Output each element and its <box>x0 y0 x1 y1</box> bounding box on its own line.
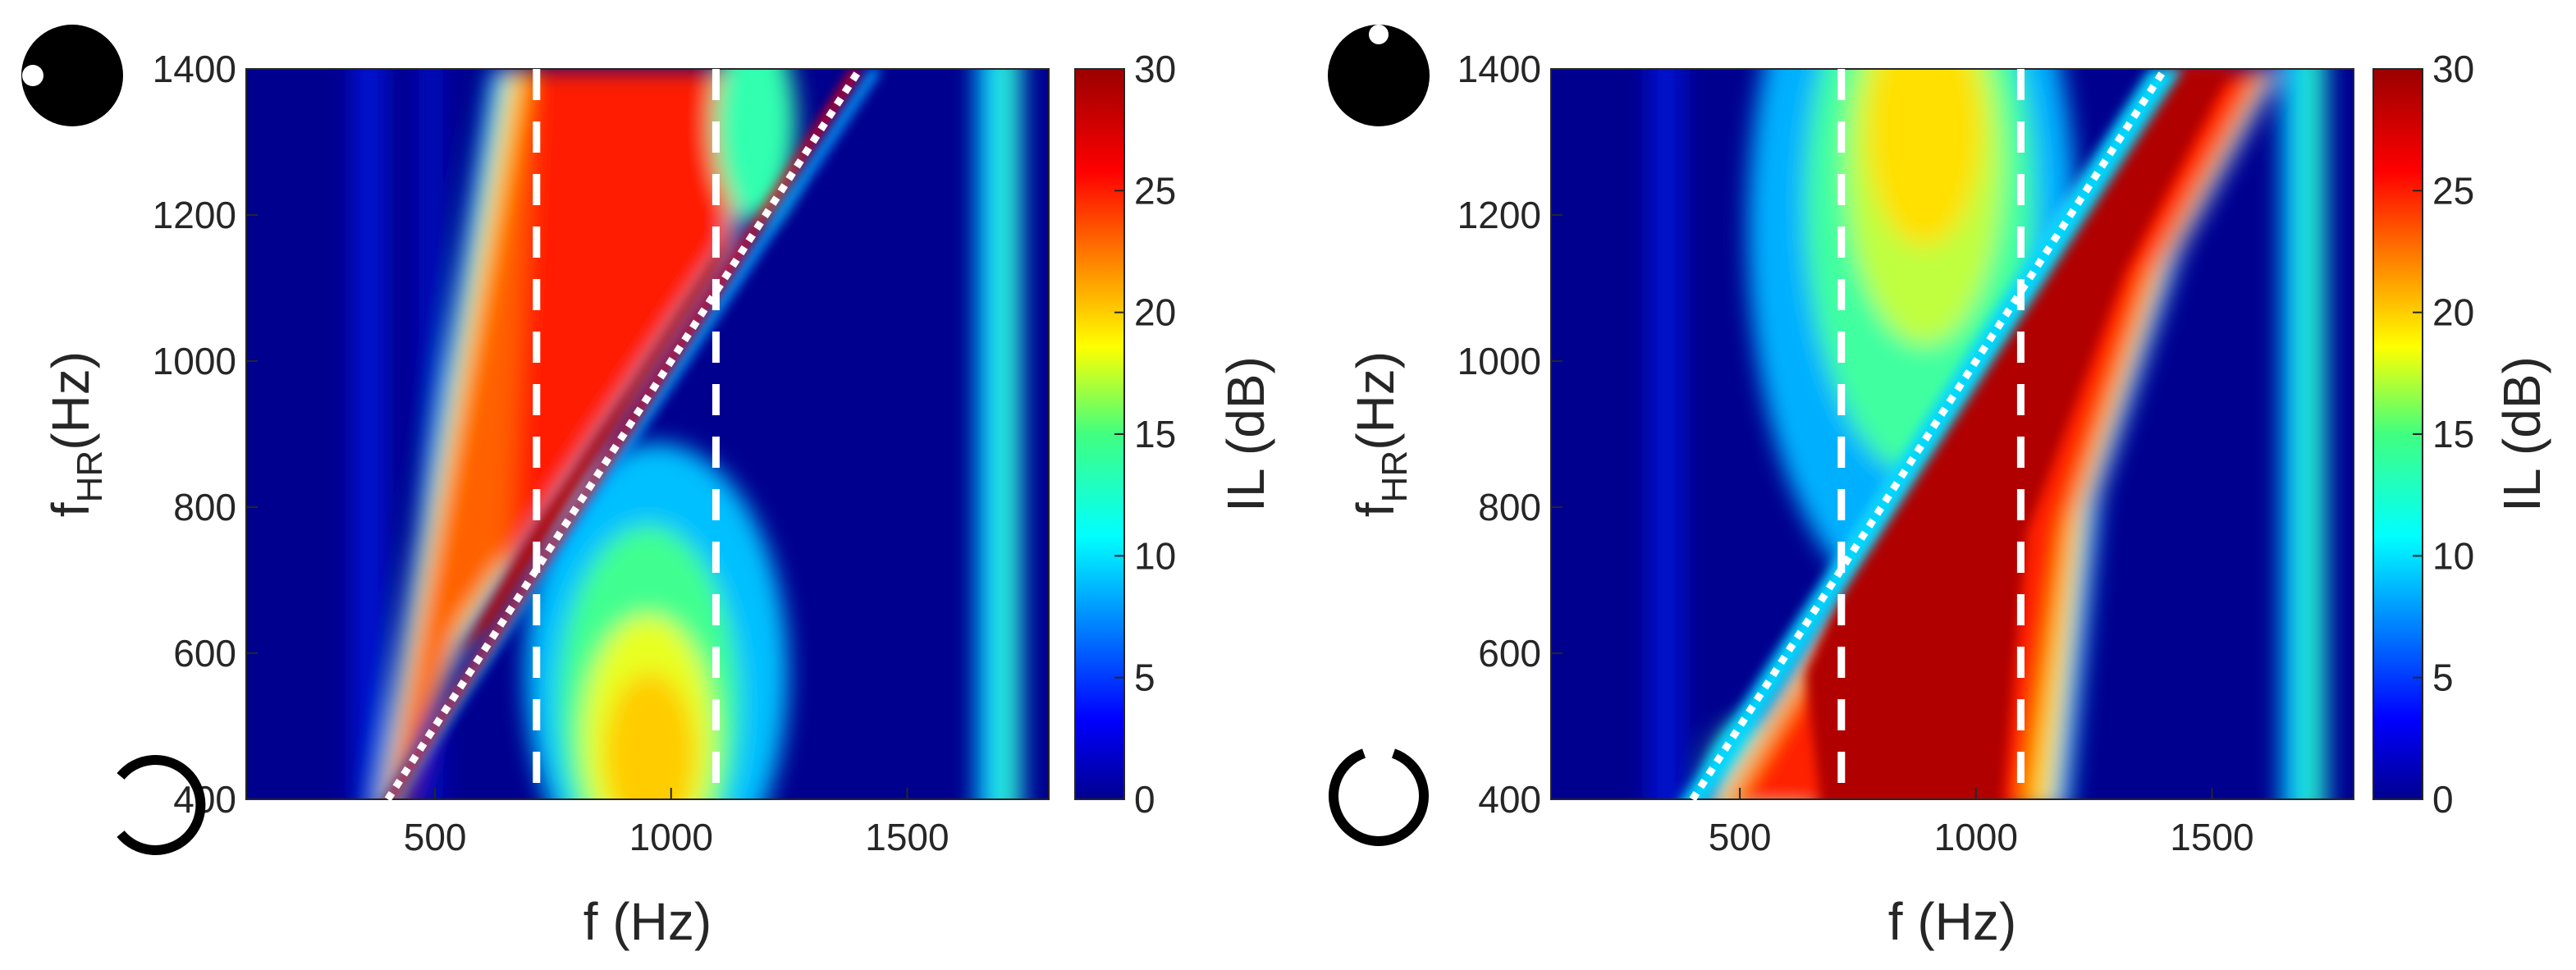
left-ylabel-unit: (Hz) <box>41 351 100 451</box>
left-xtick-label: 500 <box>404 816 467 858</box>
right-colorbar-label: IL (dB) <box>2492 356 2551 512</box>
left-colorbar-tick-label: 0 <box>1134 778 1155 821</box>
left-colorbar-tick-label: 20 <box>1134 291 1176 334</box>
left-xtick-label: 1000 <box>629 816 713 858</box>
right-inset-bottom-ring <box>1329 748 1429 846</box>
left-colorbar-ticks: 0 5 10 15 20 25 30 <box>1114 48 1176 821</box>
right-ytick-label: 600 <box>1478 632 1541 675</box>
left-ytick-label: 1200 <box>153 194 236 236</box>
left-ytick-label: 1000 <box>153 340 236 382</box>
right-colorbar-tick-label: 25 <box>2432 169 2474 212</box>
left-ylabel: fHR(Hz) <box>41 351 110 517</box>
right-colorbar-tick-label: 15 <box>2432 413 2474 455</box>
left-inset-bottom-ring <box>117 755 206 855</box>
right-ytick-label: 1000 <box>1457 340 1541 382</box>
left-ytick-label: 800 <box>173 486 236 528</box>
svg-text:fHR(Hz): fHR(Hz) <box>41 351 110 517</box>
right-heatmap <box>1551 69 2354 799</box>
right-xtick-label: 1000 <box>1934 816 2018 858</box>
left-xtick-label: 1500 <box>865 816 949 858</box>
left-plot-frame <box>245 68 1050 800</box>
right-xtick-label: 1500 <box>2170 816 2253 858</box>
left-overlays <box>384 66 863 802</box>
left-ylabel-main: f <box>41 502 100 517</box>
left-inset-top-disk <box>21 25 123 126</box>
left-colorbar-tick-label: 15 <box>1134 413 1176 455</box>
right-diagonal-dotted-line <box>1689 66 2168 802</box>
right-colorbar-tick-label: 30 <box>2432 48 2474 90</box>
right-colorbar-ticks: 0 5 10 15 20 25 30 <box>2413 48 2474 821</box>
left-heatmap <box>246 69 1049 799</box>
right-ylabel-unit: (Hz) <box>1346 351 1405 451</box>
right-inset-top-disk <box>1328 25 1430 126</box>
left-colorbar-label: IL (dB) <box>1216 356 1275 512</box>
right-colorbar-tick-label: 0 <box>2432 778 2454 821</box>
left-ylabel-sub: HR <box>70 451 110 503</box>
left-colorbar-tick-label: 10 <box>1134 534 1176 577</box>
right-band-core <box>1805 69 2232 799</box>
right-plot-frame <box>1550 68 2354 800</box>
svg-text:fHR(Hz): fHR(Hz) <box>1346 351 1415 517</box>
left-colorbar-tick-label: 30 <box>1134 48 1176 90</box>
right-ylabel: fHR(Hz) <box>1346 351 1415 517</box>
left-diagonal-dotted-line <box>384 66 863 802</box>
left-xlabel: f (Hz) <box>583 892 711 951</box>
left-colorbar-tick-label: 5 <box>1134 657 1155 699</box>
right-ylabel-main: f <box>1346 502 1405 517</box>
right-xtick-label: 500 <box>1709 816 1772 858</box>
right-ylabel-sub: HR <box>1375 451 1415 503</box>
right-ytick-label: 400 <box>1478 778 1541 821</box>
left-ytick-label: 1400 <box>153 48 236 90</box>
right-colorbar-tick-label: 5 <box>2432 657 2454 699</box>
right-ytick-label: 800 <box>1478 486 1541 528</box>
left-wedge-core <box>460 222 739 657</box>
left-ytick-label: 600 <box>173 632 236 675</box>
right-colorbar-tick-label: 10 <box>2432 534 2474 577</box>
right-xlabel: f (Hz) <box>1888 892 2016 951</box>
left-colorbar-tick-label: 25 <box>1134 169 1176 212</box>
right-ytick-label: 1400 <box>1457 48 1541 90</box>
right-overlays <box>1689 66 2168 802</box>
right-colorbar-tick-label: 20 <box>2432 291 2474 334</box>
right-ytick-label: 1200 <box>1457 194 1541 236</box>
right-axes: 500 1000 1500 400 600 800 1000 1200 1400 <box>1457 48 2254 858</box>
